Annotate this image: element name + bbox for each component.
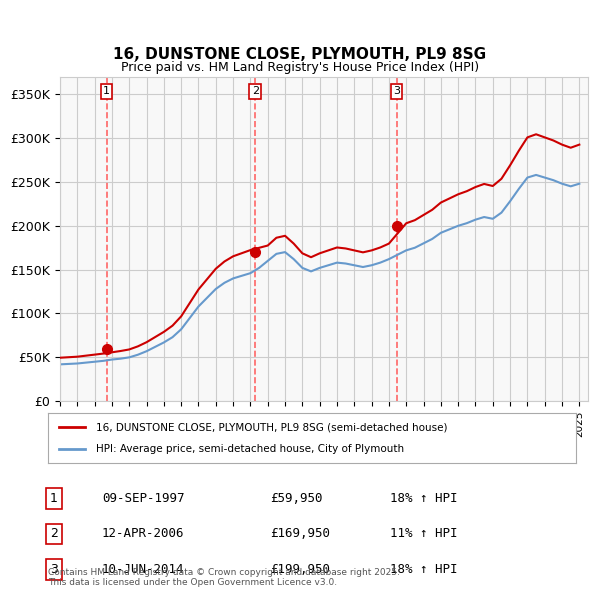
Text: £59,950: £59,950 <box>270 492 323 505</box>
Text: Price paid vs. HM Land Registry's House Price Index (HPI): Price paid vs. HM Land Registry's House … <box>121 61 479 74</box>
Text: 11% ↑ HPI: 11% ↑ HPI <box>390 527 458 540</box>
Text: 10-JUN-2014: 10-JUN-2014 <box>102 563 185 576</box>
Text: HPI: Average price, semi-detached house, City of Plymouth: HPI: Average price, semi-detached house,… <box>95 444 404 454</box>
Text: 3: 3 <box>50 563 58 576</box>
Text: 1: 1 <box>50 492 58 505</box>
Text: 2: 2 <box>50 527 58 540</box>
Text: 1: 1 <box>103 86 110 96</box>
Text: 16, DUNSTONE CLOSE, PLYMOUTH, PL9 8SG (semi-detached house): 16, DUNSTONE CLOSE, PLYMOUTH, PL9 8SG (s… <box>95 422 447 432</box>
Text: 12-APR-2006: 12-APR-2006 <box>102 527 185 540</box>
Text: 18% ↑ HPI: 18% ↑ HPI <box>390 563 458 576</box>
Text: £169,950: £169,950 <box>270 527 330 540</box>
Text: £199,950: £199,950 <box>270 563 330 576</box>
Text: 18% ↑ HPI: 18% ↑ HPI <box>390 492 458 505</box>
Text: 16, DUNSTONE CLOSE, PLYMOUTH, PL9 8SG: 16, DUNSTONE CLOSE, PLYMOUTH, PL9 8SG <box>113 47 487 62</box>
Text: 09-SEP-1997: 09-SEP-1997 <box>102 492 185 505</box>
Text: 3: 3 <box>393 86 400 96</box>
Text: 2: 2 <box>252 86 259 96</box>
Text: Contains HM Land Registry data © Crown copyright and database right 2025.
This d: Contains HM Land Registry data © Crown c… <box>48 568 400 587</box>
